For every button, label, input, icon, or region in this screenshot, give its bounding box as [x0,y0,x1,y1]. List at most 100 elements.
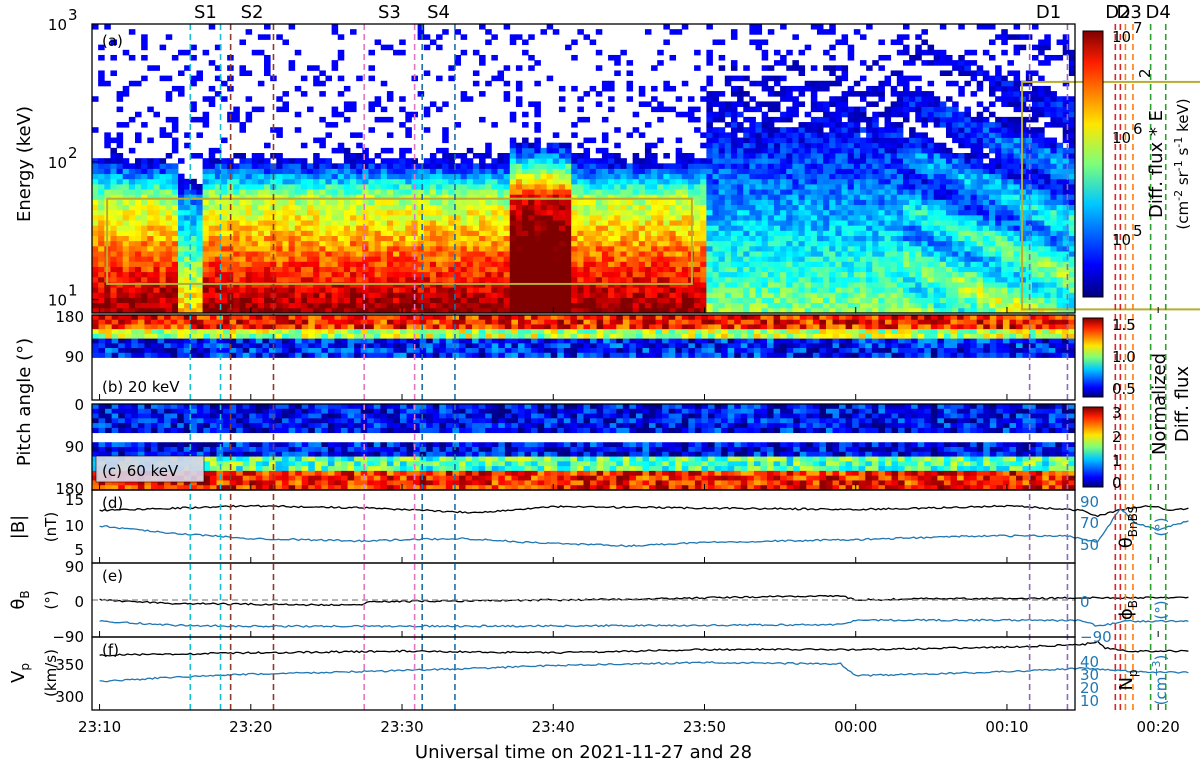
energy-cell [399,158,406,164]
energy-cell [866,282,873,288]
energy-cell [847,245,855,252]
energy-cell [798,266,806,273]
energy-cell [122,173,130,180]
energy-cell [135,168,142,175]
energy-cell [165,235,173,242]
energy-cell [798,163,806,169]
energy-cell [515,163,523,169]
energy-cell [872,256,879,262]
energy-cell [116,271,124,278]
energy-cell [257,230,265,236]
energy-cell [257,287,265,293]
energy-cell [165,91,173,97]
energy-cell [313,307,320,314]
energy-cell [257,266,265,273]
energy-cell [257,163,265,169]
energy-cell [294,127,302,133]
energy-cell [233,111,240,118]
energy-cell [356,235,363,242]
energy-cell [761,54,769,61]
energy-cell [853,261,861,267]
energy-cell [878,287,885,293]
energy-cell [786,287,793,293]
energy-cell [227,189,234,195]
energy-cell [644,204,652,211]
energy-cell [909,251,916,257]
energy-cell [497,189,505,195]
energy-cell [878,251,885,257]
energy-cell [221,271,228,278]
energy-cell [632,204,640,211]
energy-cell [300,199,308,206]
energy-cell [509,168,517,175]
energy-cell [196,75,203,82]
energy-cell [417,287,425,293]
energy-cell [700,194,707,200]
energy-cell [773,91,781,97]
energy-cell [767,240,775,247]
energy-cell [257,251,265,257]
energy-cell [565,147,572,154]
energy-cell [804,127,812,133]
energy-cell [92,225,99,231]
energy-cell [128,230,136,236]
energy-cell [214,287,222,293]
energy-cell [368,75,376,82]
energy-cell [749,122,756,128]
energy-cell [767,91,775,97]
energy-cell [872,271,879,278]
energy-cell [565,158,572,164]
energy-cell [583,240,591,247]
energy-cell [479,297,486,304]
energy-cell [307,240,314,247]
energy-cell [178,251,185,257]
energy-cell [503,276,511,283]
energy-cell [159,266,167,273]
energy-cell [135,225,142,231]
energy-cell [761,256,769,262]
energy-cell [755,127,763,133]
energy-cell [761,307,769,314]
energy-cell [878,54,885,61]
energy-cell [393,163,400,169]
energy-cell [687,292,695,298]
energy-cell [503,271,511,278]
energy-cell [92,178,99,185]
energy-cell [780,183,787,190]
energy-cell [362,256,369,262]
energy-cell [509,276,517,283]
energy-cell [337,225,345,231]
energy-cell [773,230,781,236]
energy-cell [227,251,234,257]
energy-cell [706,127,713,133]
energy-cell [153,276,160,283]
energy-cell [479,240,486,247]
energy-cell [300,240,308,247]
energy-cell [823,287,830,293]
energy-cell [687,153,695,159]
energy-cell [276,230,283,236]
energy-cell [872,183,879,190]
energy-cell [116,106,124,113]
energy-cell [282,91,289,97]
energy-cell [257,80,265,87]
energy-cell [638,194,646,200]
energy-cell [841,261,849,267]
energy-cell [534,189,541,195]
energy-cell [399,225,406,231]
energy-cell [638,199,646,206]
energy-cell [202,178,210,185]
energy-cell [313,189,320,195]
energy-cell [135,178,142,185]
energy-cell [724,163,732,169]
energy-cell [479,220,486,226]
energy-cell [730,153,738,159]
energy-cell [835,183,842,190]
energy-cell [724,147,732,154]
energy-cell [810,199,818,206]
energy-cell [460,173,468,180]
energy-cell [257,302,265,309]
energy-cell [810,251,818,257]
energy-cell [853,168,861,175]
energy-cell [583,220,591,226]
